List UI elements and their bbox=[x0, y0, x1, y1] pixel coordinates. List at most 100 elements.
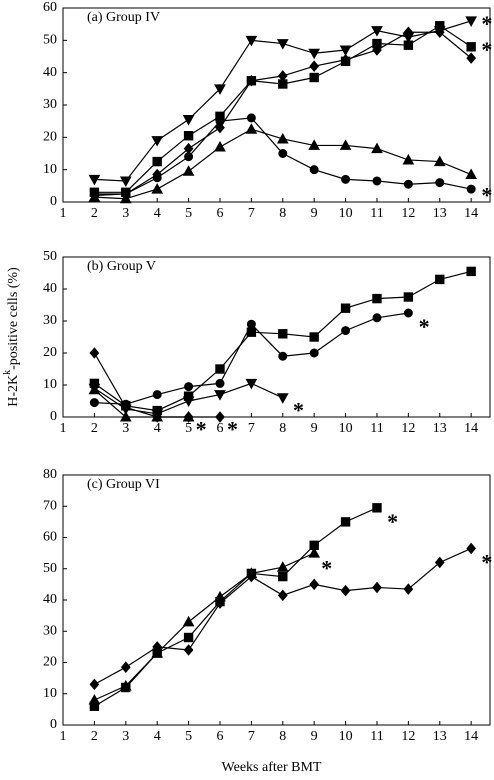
x-tick-label: 5 bbox=[185, 206, 192, 221]
marker bbox=[278, 351, 288, 361]
y-tick-label: 20 bbox=[43, 130, 57, 145]
annotation: * bbox=[227, 417, 238, 442]
annotation: * bbox=[419, 314, 430, 339]
marker bbox=[309, 60, 320, 72]
marker bbox=[214, 141, 226, 152]
marker bbox=[246, 113, 256, 123]
marker bbox=[466, 266, 476, 277]
y-tick-label: 20 bbox=[43, 345, 57, 360]
marker bbox=[184, 382, 194, 392]
annotation: * bbox=[481, 549, 492, 574]
x-tick-label: 8 bbox=[279, 206, 286, 221]
marker bbox=[152, 173, 162, 183]
marker bbox=[340, 53, 351, 66]
marker bbox=[184, 152, 194, 162]
marker bbox=[466, 184, 476, 194]
marker bbox=[152, 156, 162, 167]
x-tick-label: 14 bbox=[464, 729, 478, 744]
marker bbox=[152, 390, 162, 400]
marker bbox=[309, 578, 320, 591]
marker bbox=[403, 179, 413, 189]
x-tick-label: 12 bbox=[401, 729, 415, 744]
x-tick-label: 8 bbox=[279, 729, 286, 744]
marker bbox=[340, 517, 351, 527]
marker bbox=[183, 131, 194, 141]
y-label-part: k bbox=[2, 370, 13, 375]
marker bbox=[276, 132, 289, 144]
marker bbox=[403, 308, 413, 318]
panel-title: (b) Group V bbox=[87, 259, 156, 274]
marker bbox=[276, 393, 289, 404]
x-tick-label: 10 bbox=[339, 421, 353, 436]
marker bbox=[402, 153, 415, 165]
marker bbox=[372, 581, 382, 594]
marker bbox=[466, 52, 477, 64]
y-label-part: H-2K bbox=[6, 375, 21, 407]
y-tick-label: 50 bbox=[43, 33, 57, 48]
marker bbox=[151, 136, 164, 147]
x-tick-label: 2 bbox=[91, 206, 98, 221]
marker bbox=[465, 16, 478, 27]
x-tick-label: 8 bbox=[279, 421, 286, 436]
y-tick-label: 30 bbox=[43, 313, 57, 328]
marker bbox=[182, 410, 195, 422]
x-tick-label: 7 bbox=[248, 421, 255, 436]
y-tick-label: 10 bbox=[43, 377, 57, 392]
y-axis-label: H-2Kk-positive cells (%) bbox=[2, 267, 21, 407]
x-tick-label: 13 bbox=[433, 729, 447, 744]
x-tick-label: 4 bbox=[154, 421, 161, 436]
panel-title: (c) Group VI bbox=[87, 477, 160, 492]
y-tick-label: 40 bbox=[43, 592, 57, 607]
marker bbox=[183, 142, 194, 155]
plot-frame bbox=[62, 256, 491, 418]
marker bbox=[246, 570, 257, 583]
marker bbox=[245, 123, 258, 134]
marker bbox=[182, 615, 195, 627]
marker bbox=[245, 378, 258, 390]
x-tick-label: 9 bbox=[311, 421, 318, 436]
marker bbox=[119, 176, 132, 188]
x-axis-label: Weeks after BMT bbox=[222, 760, 322, 775]
marker bbox=[152, 641, 163, 653]
annotation: * bbox=[481, 11, 492, 36]
x-tick-label: 7 bbox=[248, 206, 255, 221]
x-tick-label: 11 bbox=[370, 729, 383, 744]
marker bbox=[278, 571, 288, 582]
x-tick-label: 3 bbox=[122, 421, 129, 436]
y-tick-label: 50 bbox=[43, 249, 57, 264]
marker bbox=[278, 329, 288, 339]
annotation: * bbox=[481, 182, 492, 207]
marker bbox=[434, 556, 445, 569]
y-tick-label: 40 bbox=[43, 281, 57, 296]
x-tick-label: 9 bbox=[311, 206, 318, 221]
x-tick-label: 10 bbox=[339, 206, 353, 221]
annotation: * bbox=[387, 509, 398, 534]
x-tick-label: 1 bbox=[60, 729, 67, 744]
marker bbox=[341, 326, 351, 336]
marker bbox=[341, 174, 351, 184]
marker bbox=[183, 632, 194, 643]
marker bbox=[88, 174, 101, 186]
marker bbox=[245, 35, 258, 47]
y-tick-label: 0 bbox=[50, 409, 57, 424]
marker bbox=[466, 542, 477, 555]
marker bbox=[403, 292, 414, 302]
x-tick-label: 14 bbox=[464, 421, 478, 436]
x-tick-label: 1 bbox=[60, 421, 67, 436]
y-tick-label: 10 bbox=[43, 686, 57, 701]
marker bbox=[309, 348, 319, 358]
marker bbox=[434, 26, 445, 39]
marker bbox=[183, 644, 194, 656]
series-line bbox=[94, 31, 472, 197]
y-tick-label: 0 bbox=[50, 717, 57, 732]
x-tick-label: 12 bbox=[401, 421, 415, 436]
x-tick-label: 2 bbox=[91, 421, 98, 436]
x-tick-label: 5 bbox=[185, 421, 192, 436]
marker bbox=[246, 319, 256, 329]
marker bbox=[372, 503, 382, 513]
marker bbox=[215, 121, 225, 134]
y-tick-label: 60 bbox=[43, 0, 57, 15]
marker bbox=[215, 116, 225, 126]
marker bbox=[277, 70, 288, 82]
y-tick-label: 40 bbox=[43, 65, 57, 80]
